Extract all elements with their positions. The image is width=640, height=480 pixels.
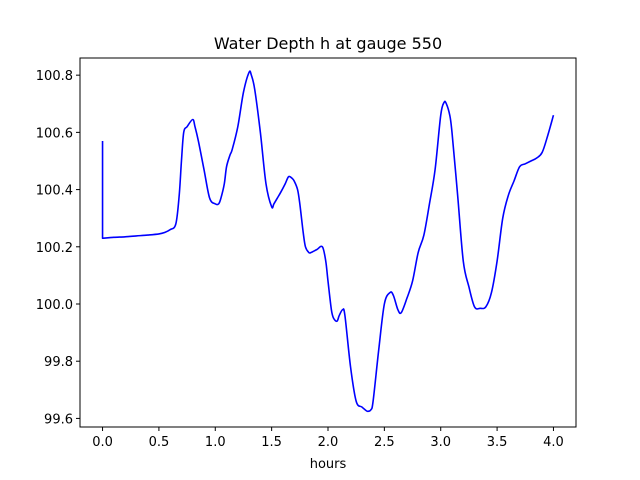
x-tick-label: 1.5	[261, 435, 282, 450]
x-tick-label: 3.0	[430, 435, 451, 450]
y-tick-label: 99.8	[44, 355, 73, 370]
series-layer	[101, 70, 555, 413]
x-axis-label: hours	[310, 457, 347, 472]
y-tick-label: 100.2	[36, 241, 73, 256]
x-tick-label: 0.0	[92, 435, 113, 450]
x-tick-label: 0.5	[149, 435, 170, 450]
plot-area-frame	[79, 57, 577, 428]
x-tick-label: 2.5	[374, 435, 395, 450]
y-tick-label: 99.6	[44, 412, 73, 427]
x-tick-label: 4.0	[543, 435, 564, 450]
chart-title: Water Depth h at gauge 550	[214, 34, 442, 53]
y-tick-label: 100.0	[36, 298, 73, 313]
x-tick-label: 1.0	[205, 435, 226, 450]
axis-ticks: 0.0 0.5 1.0 1.5 2.0 2.5 3.0 3.5 4.0 99.6 99.8 100.0…	[36, 69, 564, 450]
series-line	[101, 70, 555, 413]
y-tick-label: 100.6	[36, 126, 73, 141]
x-tick-label: 3.5	[487, 435, 508, 450]
x-tick-label: 2.0	[318, 435, 339, 450]
y-tick-label: 100.4	[36, 184, 73, 199]
y-tick-label: 100.8	[36, 69, 73, 84]
